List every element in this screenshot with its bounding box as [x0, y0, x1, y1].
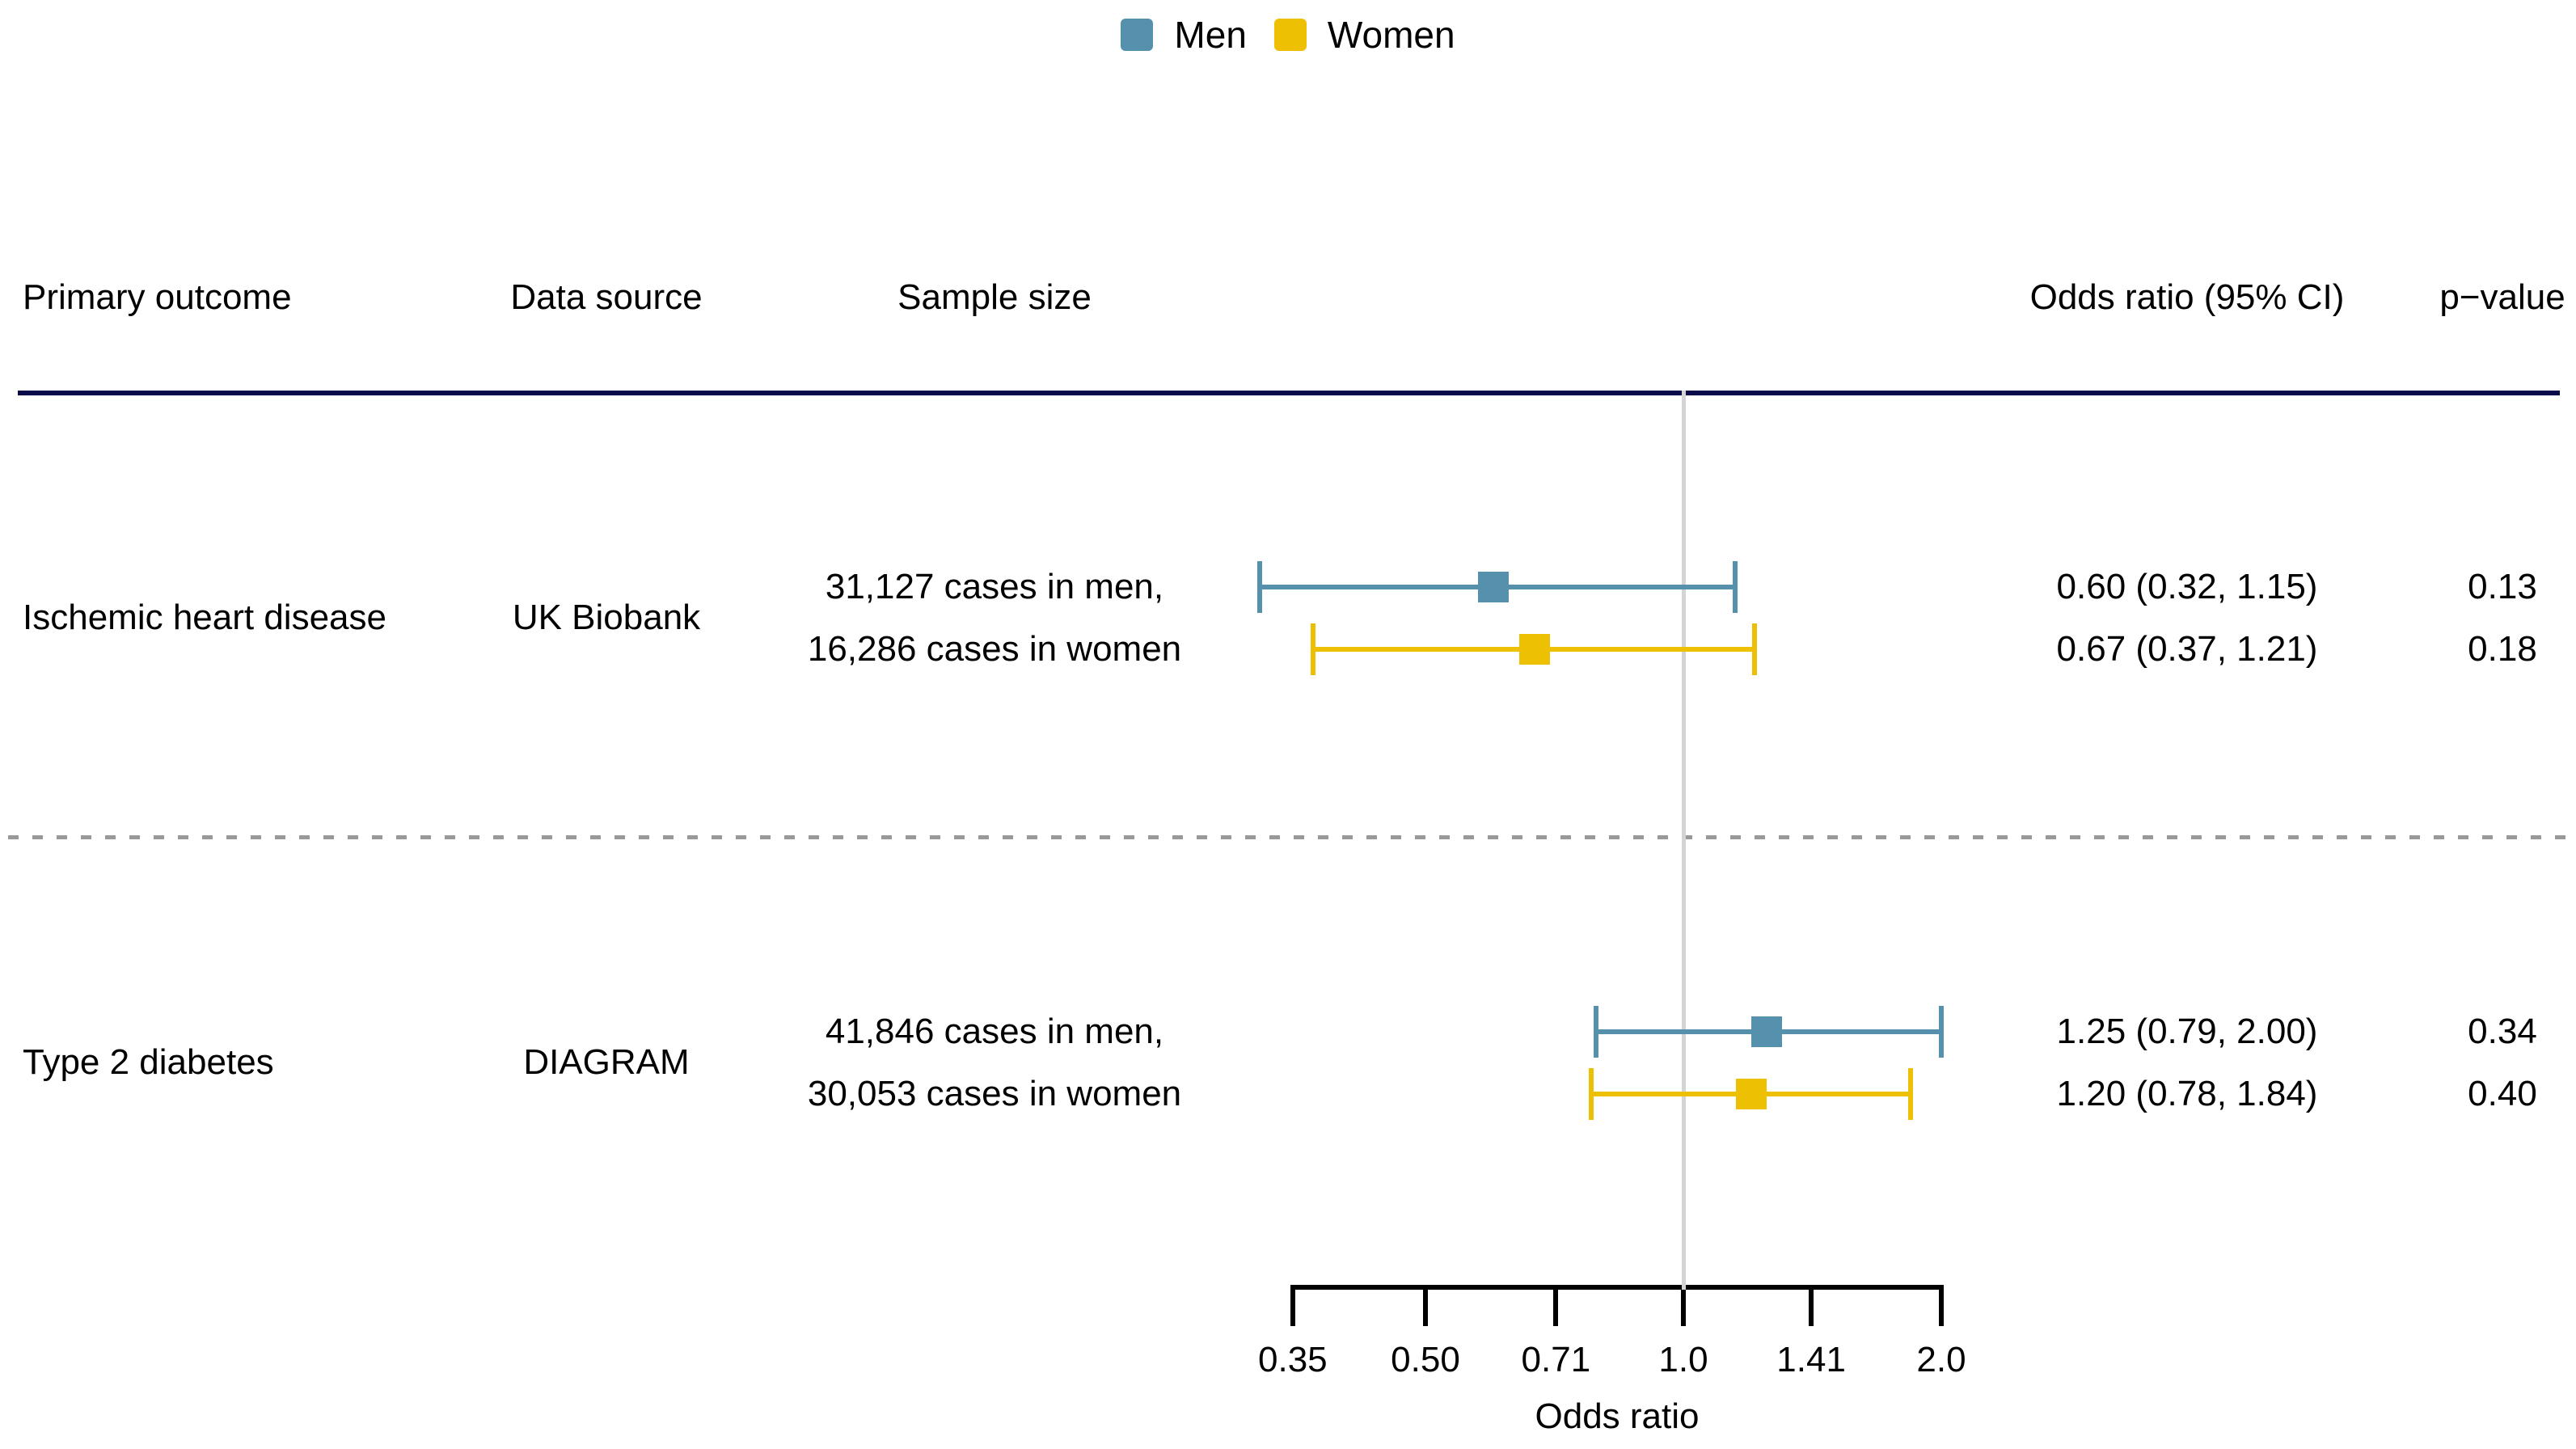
x-tick-label: 0.35	[1258, 1340, 1328, 1379]
men-color-swatch	[1121, 19, 1154, 51]
legend-item-women: Women	[1273, 14, 1455, 56]
header-p-value: p−value	[2439, 277, 2565, 317]
sample-size-line: 30,053 cases in women	[807, 1074, 1182, 1113]
x-tick-label: 1.0	[1658, 1340, 1708, 1379]
data-source-label: DIAGRAM	[523, 1042, 690, 1082]
legend-label-men: Men	[1174, 14, 1247, 56]
ci-cap-low-women	[1588, 1068, 1594, 1120]
ci-cap-high-men	[1939, 1006, 1944, 1058]
sample-size-line: 41,846 cases in men,	[825, 1012, 1164, 1051]
or-ci-value: 1.25 (0.79, 2.00)	[2056, 1012, 2318, 1051]
x-tick-label: 2.0	[1916, 1340, 1966, 1379]
ci-cap-high-women	[1751, 623, 1757, 675]
section-divider	[8, 835, 2570, 839]
point-estimate-men	[1750, 1016, 1782, 1047]
p-value: 0.13	[2468, 567, 2537, 606]
x-tick-label: 1.41	[1776, 1340, 1846, 1379]
header-odds-ratio: Odds ratio (95% CI)	[2029, 277, 2345, 317]
point-estimate-women	[1518, 634, 1550, 665]
x-axis-tick	[1939, 1285, 1944, 1326]
ci-cap-low-women	[1311, 623, 1316, 675]
outcome-label: Type 2 diabetes	[23, 1042, 274, 1082]
or-ci-value: 0.67 (0.37, 1.21)	[2056, 629, 2318, 669]
p-value: 0.34	[2468, 1012, 2537, 1051]
x-axis-tick	[1681, 1285, 1686, 1326]
header-sample-size: Sample size	[897, 277, 1092, 317]
outcome-label: Ischemic heart disease	[23, 598, 386, 637]
x-axis-tick	[1290, 1285, 1295, 1326]
header-primary-outcome: Primary outcome	[23, 277, 292, 317]
x-axis-label: Odds ratio	[1535, 1396, 1700, 1436]
ci-cap-high-men	[1733, 561, 1738, 613]
x-axis-tick	[1423, 1285, 1428, 1326]
sample-size-line: 31,127 cases in men,	[825, 567, 1164, 606]
data-source-label: UK Biobank	[512, 598, 701, 637]
legend: Men Women	[0, 16, 2576, 53]
reference-line	[1681, 391, 1686, 1290]
ci-cap-high-women	[1907, 1068, 1913, 1120]
or-ci-value: 0.60 (0.32, 1.15)	[2056, 567, 2318, 606]
p-value: 0.40	[2468, 1074, 2537, 1113]
or-ci-value: 1.20 (0.78, 1.84)	[2056, 1074, 2318, 1113]
legend-item-men: Men	[1121, 14, 1247, 56]
x-tick-label: 0.71	[1521, 1340, 1591, 1379]
sample-size-line: 16,286 cases in women	[807, 629, 1182, 669]
legend-label-women: Women	[1327, 14, 1455, 56]
p-value: 0.18	[2468, 629, 2537, 669]
ci-cap-low-men	[1593, 1006, 1598, 1058]
header-rule	[18, 391, 2560, 395]
x-tick-label: 0.50	[1391, 1340, 1460, 1379]
ci-cap-low-men	[1256, 561, 1262, 613]
point-estimate-women	[1735, 1079, 1767, 1109]
x-axis-line	[1290, 1285, 1944, 1290]
women-color-swatch	[1273, 19, 1307, 51]
header-data-source: Data source	[510, 277, 703, 317]
x-axis-tick	[1553, 1285, 1559, 1326]
x-axis-tick	[1809, 1285, 1814, 1326]
point-estimate-men	[1477, 572, 1509, 602]
